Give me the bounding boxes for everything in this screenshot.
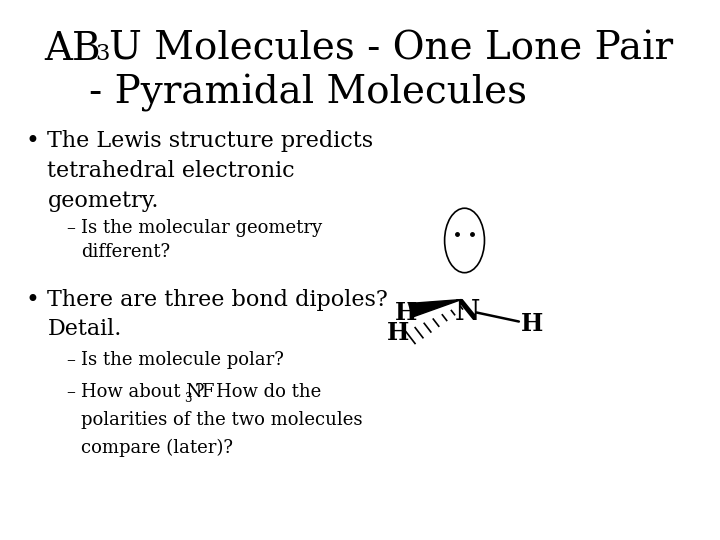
- Text: 3: 3: [184, 393, 192, 406]
- Text: There are three bond dipoles?
Detail.: There are three bond dipoles? Detail.: [48, 289, 388, 340]
- Text: - Pyramidal Molecules: - Pyramidal Molecules: [89, 74, 527, 112]
- Text: •: •: [26, 289, 40, 312]
- Text: –: –: [66, 219, 75, 237]
- Text: H: H: [387, 321, 410, 346]
- Text: AB: AB: [45, 31, 101, 68]
- Text: H: H: [521, 312, 543, 336]
- Text: N: N: [455, 300, 480, 327]
- Text: ?  How do the: ? How do the: [195, 383, 322, 401]
- Text: U Molecules - One Lone Pair: U Molecules - One Lone Pair: [109, 31, 673, 68]
- Text: How about NF: How about NF: [81, 383, 215, 401]
- Text: •: •: [26, 130, 40, 153]
- Text: polarities of the two molecules: polarities of the two molecules: [81, 411, 363, 429]
- Text: –: –: [66, 350, 75, 369]
- Text: Is the molecule polar?: Is the molecule polar?: [81, 350, 284, 369]
- Text: 3: 3: [95, 43, 109, 65]
- Text: The Lewis structure predicts
tetrahedral electronic
geometry.: The Lewis structure predicts tetrahedral…: [48, 130, 374, 212]
- Text: Is the molecular geometry
different?: Is the molecular geometry different?: [81, 219, 323, 261]
- Polygon shape: [409, 300, 462, 317]
- Text: –: –: [66, 383, 75, 401]
- Text: H: H: [395, 301, 418, 325]
- Text: compare (later)?: compare (later)?: [81, 438, 233, 457]
